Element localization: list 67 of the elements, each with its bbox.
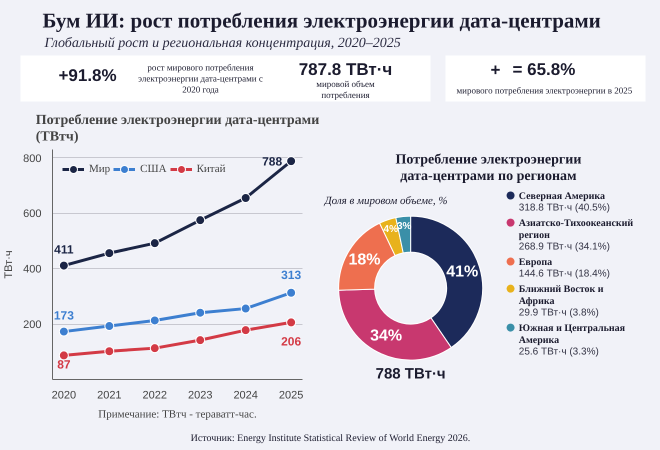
x-tick-label: 2020 bbox=[52, 390, 76, 402]
point bbox=[58, 350, 69, 360]
point bbox=[286, 317, 296, 328]
data-label: 788 bbox=[262, 154, 282, 169]
legend-label: США bbox=[140, 163, 167, 175]
text: = 65.8% bbox=[512, 60, 576, 79]
point bbox=[150, 315, 160, 326]
legend-label: Азиатско-Тихоокеанский регион bbox=[518, 218, 634, 242]
data-label: 41% bbox=[446, 264, 478, 281]
legend-label: Европа bbox=[518, 256, 552, 268]
data-label: 34% bbox=[370, 328, 402, 345]
x-tick-label: 2023 bbox=[188, 390, 212, 402]
x-tick-label: 2022 bbox=[142, 390, 168, 402]
point bbox=[195, 215, 206, 226]
legend-label: Южная и Центральная Америка bbox=[518, 322, 626, 346]
text: Источник: Energy Institute Statistical Review of World Energy 2026. bbox=[190, 433, 470, 444]
text: Примечание: ТВтч - тераватт-час. bbox=[98, 408, 257, 420]
legend-label: Ближний Восток и Африка bbox=[518, 284, 604, 308]
x-tick-label: 2024 bbox=[233, 390, 258, 402]
point bbox=[195, 308, 206, 318]
point bbox=[240, 304, 251, 314]
y-axis-title: ТВт·ч bbox=[3, 250, 16, 279]
text: мирового потребления электроэнергии в 2025 bbox=[456, 86, 633, 96]
text: мировой объем потребления bbox=[316, 79, 376, 100]
point bbox=[150, 343, 160, 354]
point bbox=[104, 321, 114, 332]
text: + bbox=[490, 60, 501, 80]
chart-title: Потребление электроэнергии дата-центрами по регионам bbox=[396, 152, 582, 184]
text: 25.6 ТВт·ч (3.3%) bbox=[518, 346, 599, 358]
point bbox=[104, 248, 114, 258]
point bbox=[104, 346, 114, 356]
legend-label: Мир bbox=[89, 163, 110, 175]
x-tick-label: 2025 bbox=[278, 390, 304, 402]
text: Глобальный рост и региональная концентрация, 2020–2025 bbox=[44, 36, 401, 51]
point bbox=[58, 260, 69, 271]
y-tick-label: 400 bbox=[23, 264, 42, 276]
point bbox=[240, 193, 251, 203]
data-label: 173 bbox=[54, 308, 74, 323]
text: +91.8% bbox=[58, 66, 117, 85]
y-tick-label: 800 bbox=[23, 152, 42, 165]
chart-subtitle: Доля в мировом объеме, % bbox=[324, 194, 448, 207]
y-tick-label: 600 bbox=[23, 208, 42, 220]
data-label: 18% bbox=[348, 251, 381, 268]
text: 787.8 ТВт·ч bbox=[298, 60, 392, 79]
text: 29.9 ТВт·ч (3.8%) bbox=[518, 308, 599, 319]
point bbox=[286, 288, 296, 298]
y-tick-label: 200 bbox=[23, 319, 42, 332]
data-label: 87 bbox=[57, 357, 71, 372]
data-label: 206 bbox=[281, 334, 302, 348]
text: рост мирового потребления электроэнергии дата-центрами с 2020 года bbox=[138, 62, 263, 94]
text: Бум ИИ: рост потребления электроэнергии дата-центрами bbox=[42, 8, 601, 32]
text: 788 ТВт·ч bbox=[376, 366, 446, 383]
point bbox=[286, 156, 296, 166]
point bbox=[195, 335, 206, 346]
data-label: 4% bbox=[384, 224, 398, 235]
point bbox=[240, 325, 251, 336]
text: 268.9 ТВт·ч (34.1%) bbox=[518, 242, 610, 252]
text: 144.6 ТВт·ч (18.4%) bbox=[518, 268, 610, 280]
point bbox=[150, 238, 160, 248]
legend-label: Китай bbox=[196, 163, 226, 175]
x-tick-label: 2021 bbox=[97, 390, 122, 402]
legend-label: Северная Америка bbox=[518, 190, 606, 202]
chart-title: Потребление электроэнергии дата-центрами (ТВтч) bbox=[36, 113, 320, 144]
data-label: 313 bbox=[281, 268, 302, 282]
text: 318.8 ТВт·ч (40.5%) bbox=[518, 202, 610, 214]
data-label: 411 bbox=[54, 242, 74, 257]
point bbox=[58, 326, 69, 337]
